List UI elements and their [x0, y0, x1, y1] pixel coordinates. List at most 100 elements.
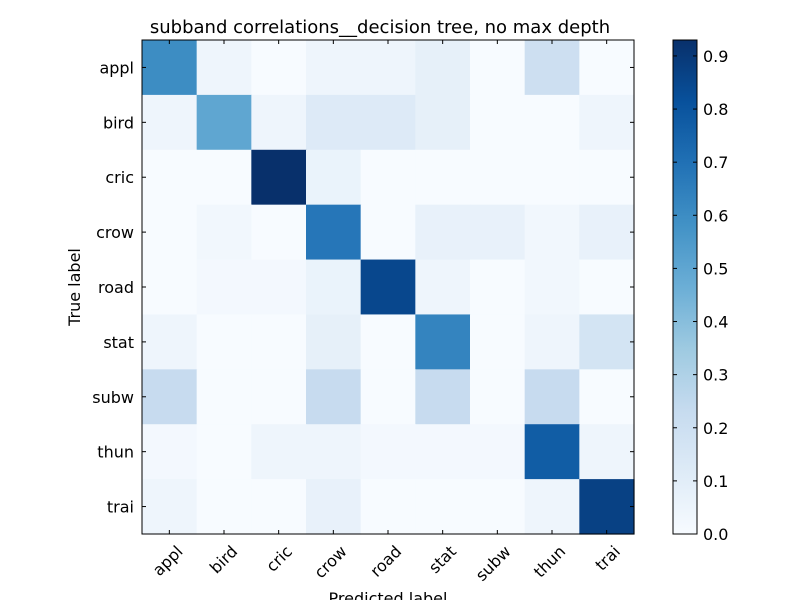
heatmap-cells	[142, 40, 635, 535]
cell-crow-trai	[579, 204, 635, 261]
x-tick-label: trai	[591, 542, 624, 575]
cell-crow-appl	[142, 204, 198, 261]
cell-stat-cric	[251, 314, 307, 370]
colorbar-tick-label: 0.8	[703, 100, 728, 119]
cell-cric-road	[360, 149, 416, 206]
cell-subw-trai	[579, 369, 635, 425]
cell-trai-bird	[196, 479, 252, 535]
cell-crow-road	[360, 204, 416, 261]
cell-road-appl	[142, 259, 198, 316]
cell-bird-stat	[415, 94, 471, 151]
cell-subw-stat	[415, 369, 471, 425]
cell-road-stat	[415, 259, 471, 316]
cell-subw-appl	[142, 369, 198, 425]
colorbar	[672, 39, 698, 535]
cell-road-bird	[196, 259, 252, 316]
cell-bird-crow	[306, 94, 362, 151]
cell-appl-appl	[142, 40, 198, 96]
colorbar-tick-label: 0.0	[703, 525, 728, 544]
cell-road-cric	[251, 259, 307, 316]
y-tick-label: cric	[105, 168, 134, 187]
cell-crow-crow	[306, 204, 362, 261]
cell-thun-trai	[579, 424, 635, 480]
cell-cric-crow	[306, 149, 362, 206]
y-tick-label: trai	[107, 498, 134, 517]
y-tick-label: subw	[92, 388, 134, 407]
x-tick-label: subw	[472, 542, 515, 585]
cell-appl-trai	[579, 40, 635, 96]
y-tick-label: crow	[96, 223, 134, 242]
colorbar-tick-label: 0.6	[703, 206, 728, 225]
cell-bird-subw	[470, 94, 526, 151]
cell-trai-trai	[579, 479, 635, 535]
cell-thun-bird	[196, 424, 252, 480]
y-tick-label: thun	[97, 443, 134, 462]
cell-crow-stat	[415, 204, 471, 261]
cell-bird-bird	[196, 94, 252, 151]
cell-subw-subw	[470, 369, 526, 425]
cell-thun-cric	[251, 424, 307, 480]
cell-subw-bird	[196, 369, 252, 425]
cell-cric-cric	[251, 149, 307, 206]
cell-appl-bird	[196, 40, 252, 96]
cell-trai-crow	[306, 479, 362, 535]
cell-road-crow	[306, 259, 362, 316]
cell-appl-stat	[415, 40, 471, 96]
cell-bird-cric	[251, 94, 307, 151]
colorbar-tick-label: 0.1	[703, 472, 728, 491]
cell-cric-appl	[142, 149, 198, 206]
cell-road-thun	[524, 259, 580, 316]
x-tick-label: road	[366, 542, 405, 581]
cell-trai-thun	[524, 479, 580, 535]
x-axis-label: Predicted label	[329, 589, 448, 600]
colorbar-tick-label: 0.3	[703, 366, 728, 385]
cell-bird-trai	[579, 94, 635, 151]
cell-crow-subw	[470, 204, 526, 261]
cell-trai-road	[360, 479, 416, 535]
x-tick-label: appl	[149, 542, 187, 580]
y-tick-label: appl	[99, 58, 134, 77]
cell-cric-thun	[524, 149, 580, 206]
x-tick-label: thun	[530, 542, 569, 581]
y-tick-label: road	[98, 278, 134, 297]
colorbar-tick-label: 0.9	[703, 47, 728, 66]
cell-trai-cric	[251, 479, 307, 535]
cell-subw-thun	[524, 369, 580, 425]
cell-bird-thun	[524, 94, 580, 151]
cell-appl-road	[360, 40, 416, 96]
colorbar-tick-label: 0.2	[703, 419, 728, 438]
y-tick-label: bird	[103, 113, 134, 132]
cell-road-road	[360, 259, 416, 316]
cell-subw-cric	[251, 369, 307, 425]
cell-road-trai	[579, 259, 635, 316]
cell-stat-trai	[579, 314, 635, 370]
y-tick-labels: appl bird cric crow road stat subw thun trai	[92, 58, 634, 517]
cell-trai-stat	[415, 479, 471, 535]
cell-appl-cric	[251, 40, 307, 96]
cell-trai-subw	[470, 479, 526, 535]
x-tick-label: bird	[206, 542, 241, 577]
colorbar-tick-labels: 0.0 0.1 0.2 0.3 0.4 0.5 0.6 0.7 0.8 0.9	[673, 47, 728, 544]
cell-appl-subw	[470, 40, 526, 96]
cell-stat-road	[360, 314, 416, 370]
cell-stat-crow	[306, 314, 362, 370]
cell-thun-thun	[524, 424, 580, 480]
cell-thun-appl	[142, 424, 198, 480]
colorbar-tick-label: 0.4	[703, 313, 728, 332]
cell-stat-stat	[415, 314, 471, 370]
cell-trai-appl	[142, 479, 198, 535]
y-axis-label: True label	[65, 248, 84, 327]
cell-thun-subw	[470, 424, 526, 480]
cell-crow-cric	[251, 204, 307, 261]
x-tick-label: cric	[262, 542, 296, 576]
y-tick-label: stat	[103, 333, 134, 352]
colorbar-tick-label: 0.7	[703, 153, 728, 172]
cell-crow-bird	[196, 204, 252, 261]
cell-cric-trai	[579, 149, 635, 206]
cell-thun-road	[360, 424, 416, 480]
cell-cric-subw	[470, 149, 526, 206]
cell-cric-bird	[196, 149, 252, 206]
cell-thun-stat	[415, 424, 471, 480]
chart-title: subband correlations__decision tree, no …	[150, 17, 610, 38]
